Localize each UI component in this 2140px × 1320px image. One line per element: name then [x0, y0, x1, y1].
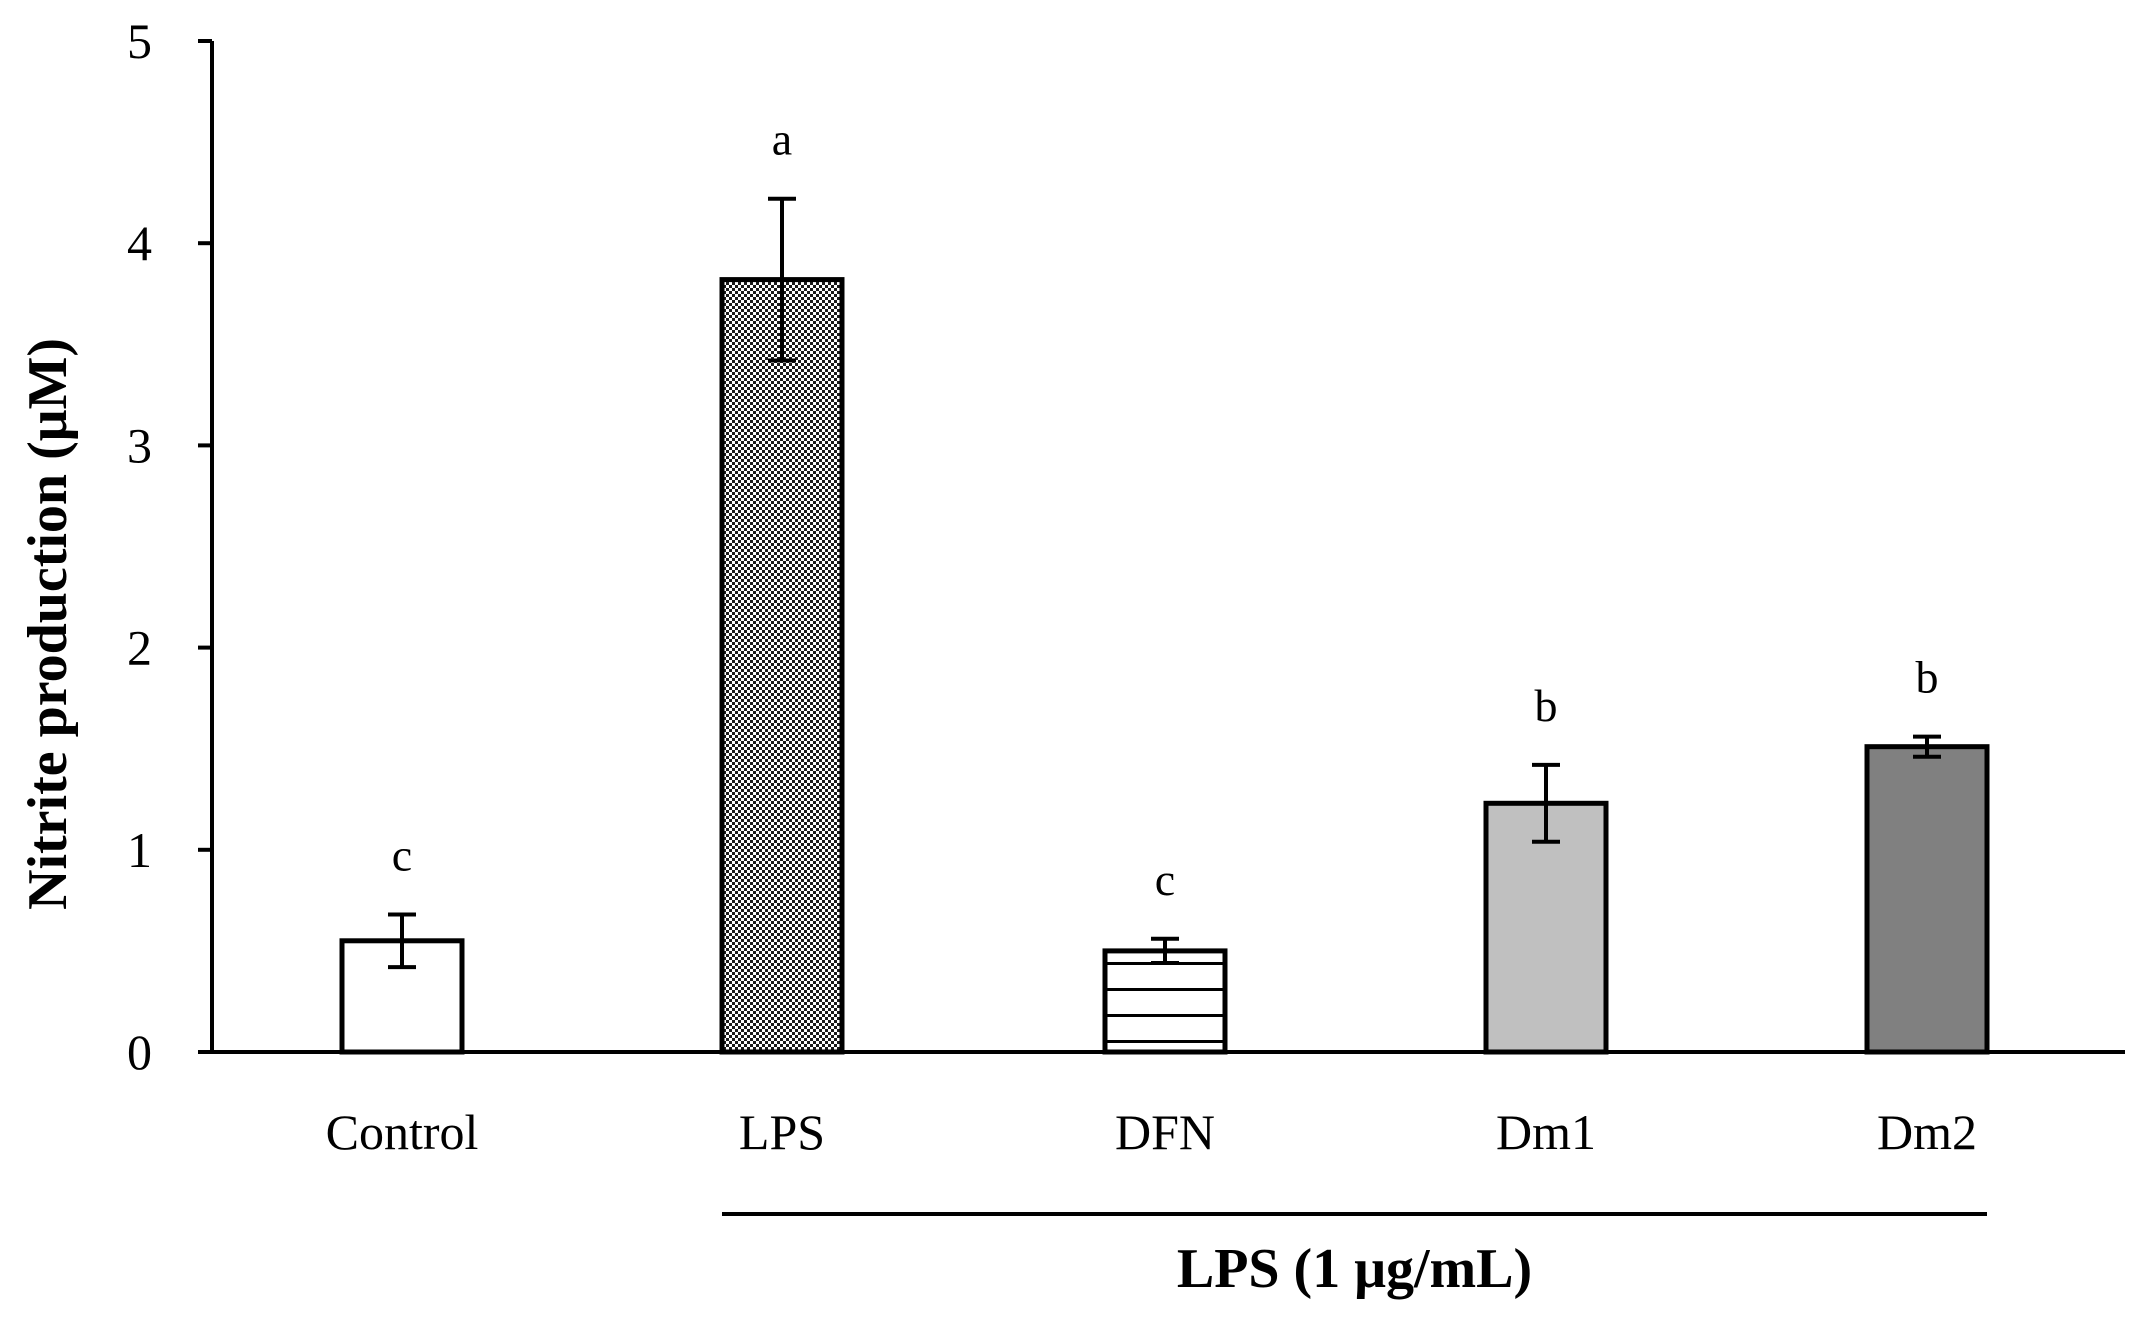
y-tick-label: 1 — [127, 822, 152, 878]
error-bar — [388, 912, 416, 970]
significance-letter: b — [1535, 680, 1558, 731]
x-axis: Control LPS DFN Dm1 Dm2 — [198, 1050, 2125, 1160]
significance-letter: c — [392, 830, 412, 881]
error-bar — [768, 196, 796, 363]
bar-dm1 — [1483, 800, 1609, 1055]
x-tick-label: LPS — [739, 1104, 825, 1160]
x-tick-label: Dm2 — [1877, 1104, 1977, 1160]
bars — [339, 277, 1990, 1055]
y-tick-label: 5 — [127, 13, 152, 69]
x-tick-label: Control — [326, 1104, 479, 1160]
y-tick-label: 3 — [127, 417, 152, 473]
y-tick-label: 4 — [127, 215, 152, 271]
group-label: LPS (1 μg/mL) — [1177, 1238, 1532, 1300]
significance-letter: b — [1916, 652, 1939, 703]
bar-lps — [719, 277, 845, 1055]
error-bar — [1151, 936, 1179, 966]
bar-dm2 — [1864, 744, 1990, 1055]
y-axis: 0 1 2 3 4 5 — [127, 13, 214, 1080]
significance-letter: c — [1155, 854, 1175, 905]
error-bars — [388, 196, 1941, 970]
significance-labels: c a c b b — [392, 114, 1939, 905]
significance-letter: a — [772, 114, 792, 165]
bar-dfn — [1102, 948, 1228, 1055]
error-bar — [1532, 762, 1560, 844]
error-bar — [1913, 734, 1941, 759]
y-axis-title: Nitrite production (μM) — [17, 338, 79, 910]
x-tick-label: DFN — [1115, 1104, 1215, 1160]
y-tick-label: 0 — [127, 1024, 152, 1080]
x-tick-label: Dm1 — [1496, 1104, 1596, 1160]
y-tick-label: 2 — [127, 620, 152, 676]
